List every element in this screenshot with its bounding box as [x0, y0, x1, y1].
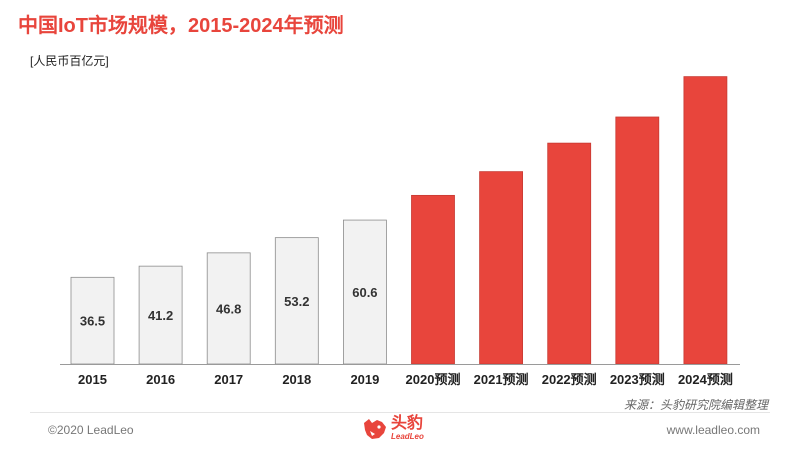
data-label-2017: 46.8 — [216, 301, 241, 316]
data-label-2019: 60.6 — [352, 285, 377, 300]
bar-2017 — [206, 252, 251, 365]
bar-2015 — [70, 276, 115, 365]
website-link[interactable]: www.leadleo.com — [666, 423, 760, 437]
x-tick-label: 2017 — [214, 372, 243, 387]
source-note: 来源：头豹研究院编辑整理 — [623, 398, 768, 412]
bar-2018 — [274, 237, 319, 365]
bar-2016 — [138, 265, 183, 365]
x-tick-label: 2022预测 — [542, 372, 597, 387]
bar-2024预测 — [683, 76, 728, 365]
bar-2019 — [342, 219, 387, 365]
bar-chart: 36.5 2015 41.2 2016 46.8 2017 53.2 2018 60.6 2019… — [60, 76, 740, 387]
data-label-2015: 36.5 — [80, 314, 105, 329]
bar-2022预测 — [547, 142, 592, 365]
page-title: 中国IoT市场规模，2015-2024年预测 — [18, 15, 344, 37]
leopard-head-icon — [364, 418, 386, 439]
x-tick-label: 2019 — [350, 372, 379, 387]
unit-label: [人民币百亿元] — [30, 54, 109, 68]
data-label-2016: 41.2 — [148, 308, 173, 323]
x-tick-label: 2016 — [146, 372, 175, 387]
logo-text-cn: 头豹 — [391, 415, 424, 432]
x-tick-label: 2024预测 — [678, 372, 733, 387]
logo-text-en: LeadLeo — [391, 432, 424, 441]
leadleo-logo: 头豹 LeadLeo — [362, 416, 424, 441]
bar-2020预测 — [411, 194, 455, 365]
copyright-text: ©2020 LeadLeo — [48, 423, 134, 437]
footer-divider — [30, 412, 770, 413]
x-tick-label: 2015 — [78, 372, 107, 387]
x-tick-label: 2021预测 — [474, 372, 529, 387]
x-tick-label: 2020预测 — [406, 372, 461, 387]
data-label-2018: 53.2 — [284, 294, 309, 309]
bar-2023预测 — [615, 116, 660, 365]
x-tick-label: 2018 — [282, 372, 311, 387]
x-tick-label: 2023预测 — [610, 372, 665, 387]
bar-2021预测 — [479, 171, 524, 365]
